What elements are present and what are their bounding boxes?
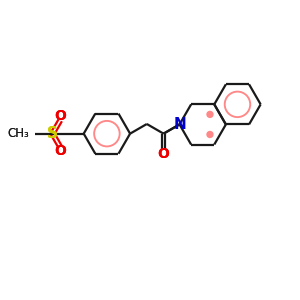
- Text: O: O: [158, 148, 169, 161]
- Text: S: S: [47, 126, 58, 141]
- Text: O: O: [158, 148, 169, 161]
- Text: O: O: [54, 144, 66, 158]
- Circle shape: [207, 131, 213, 137]
- Text: N: N: [173, 117, 186, 132]
- Text: O: O: [54, 144, 66, 158]
- Text: O: O: [54, 110, 66, 123]
- Circle shape: [207, 111, 213, 117]
- Text: O: O: [54, 110, 66, 123]
- Text: CH₃: CH₃: [8, 127, 29, 140]
- Text: CH₃: CH₃: [8, 127, 29, 140]
- Text: S: S: [47, 126, 58, 141]
